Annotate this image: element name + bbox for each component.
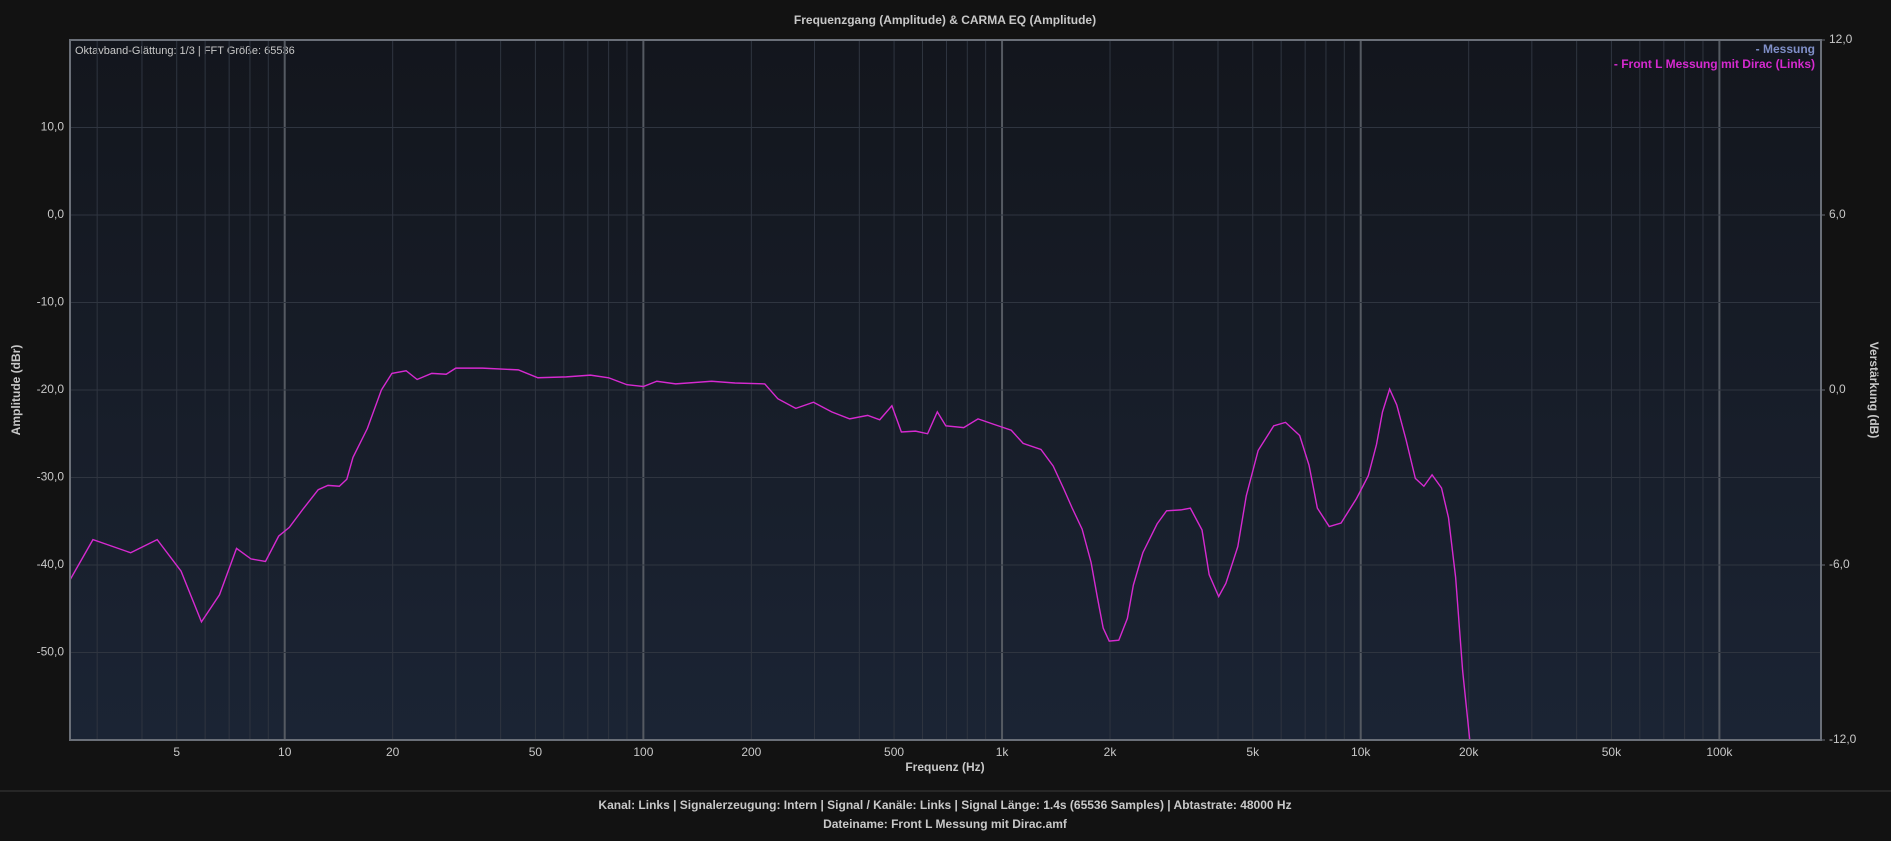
x-tick-label: 10 [278,745,292,759]
legend-title: - Messung [1756,42,1815,56]
y2-tick-label: 12,0 [1829,32,1853,46]
y2-tick-label: -12,0 [1829,732,1857,746]
labels: 5 10 20 50 100 200 500 1k 2k 5k 10k 20k 50k 100k -50,0… [37,32,1857,759]
footer-info: Kanal: Links | Signalerzeugung: Intern |… [598,798,1291,812]
grid [70,40,1821,740]
lines [70,367,1471,740]
x-tick-label: 100k [1706,745,1733,759]
x-tick-label: 5 [173,745,180,759]
x-tick-label: 500 [884,745,904,759]
x-tick-label: 50k [1602,745,1622,759]
y-tick-label: -10,0 [37,295,65,309]
x-tick-label: 1k [996,745,1010,759]
x-tick-label: 10k [1351,745,1371,759]
x-axis-label: Frequenz (Hz) [905,760,984,774]
y-axis-label: Amplitude (dBr) [9,345,23,436]
x-tick-label: 5k [1246,745,1260,759]
series-line [70,367,1471,740]
x-tick-label: 50 [529,745,543,759]
y-tick-label: 0,0 [47,207,64,221]
y2-axis-label: Verstärkung (dB) [1867,342,1881,439]
y2-tick-label: 6,0 [1829,207,1846,221]
y-tick-label: -30,0 [37,470,65,484]
x-tick-label: 20k [1459,745,1479,759]
legend-entry: - Front L Messung mit Dirac (Links) [1614,57,1815,71]
x-tick-label: 2k [1104,745,1118,759]
annotation: Oktavband-Glättung: 1/3 | FFT Größe: 655… [75,45,295,57]
y-tick-label: -50,0 [37,645,65,659]
y2-tick-label: -6,0 [1829,557,1850,571]
y-tick-label: 10,0 [41,120,65,134]
x-tick-label: 100 [633,745,653,759]
y-tick-label: -20,0 [37,382,65,396]
x-tick-label: 200 [741,745,761,759]
y-tick-label: -40,0 [37,557,65,571]
chart-title: Frequenzgang (Amplitude) & CARMA EQ (Amp… [794,13,1096,27]
x-tick-label: 20 [386,745,400,759]
footer-filename: Dateiname: Front L Messung mit Dirac.amf [823,817,1068,831]
y2-tick-label: 0,0 [1829,382,1846,396]
